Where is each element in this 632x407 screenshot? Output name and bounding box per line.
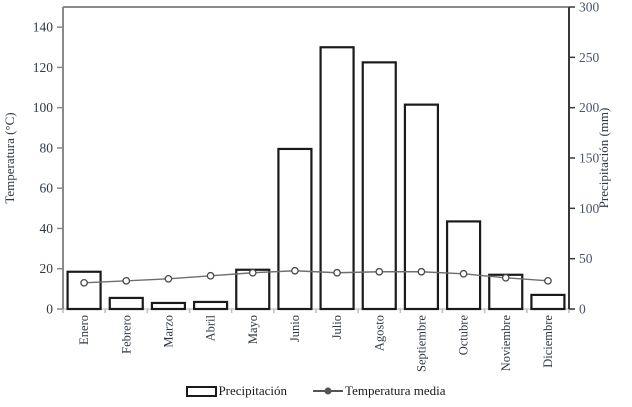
left-axis-tick-label: 100 [33,100,54,115]
right-axis-tick-label: 100 [579,201,600,216]
x-axis-label-marzo: Marzo [161,315,175,348]
temperature-marker-septiembre [417,267,426,276]
precipitation-bar-enero [66,270,102,311]
x-axis-label-diciembre: Diciembre [541,315,555,368]
temperature-marker-diciembre [544,276,552,285]
precipitation-bar-junio [277,147,313,311]
precipitation-bar-septiembre [403,103,440,311]
right-axis-tick-label: 150 [579,151,600,166]
temperature-marker-abril [206,271,215,280]
marker-dot-icon [324,387,332,395]
left-axis-tick-label: 40 [40,221,54,236]
temperature-marker-noviembre [501,273,510,282]
x-axis-label-octubre: Octubre [457,315,471,356]
left-axis-title: Temperatura (°C) [2,112,17,204]
chart-legend: Precipitación Temperatura media [0,383,632,399]
temperature-marker-febrero [122,276,131,285]
precipitation-bar-mayo [235,268,271,311]
bar-swatch-icon [186,385,218,397]
x-axis-label-febrero: Febrero [119,315,133,354]
right-axis-tick-label: 250 [579,50,600,65]
temperature-marker-julio [333,268,341,277]
x-axis-label-agosto: Agosto [372,315,386,351]
precipitation-bar-diciembre [530,293,566,311]
right-axis-tick-label: 200 [579,100,600,115]
line-marker-swatch-icon [313,387,344,395]
right-axis-title: Precipitación (mm) [596,107,611,209]
temperature-marker-octubre [459,269,468,278]
temperature-marker-marzo [164,274,173,283]
x-axis-label-junio: Junio [288,315,302,342]
x-axis-label-abril: Abril [204,314,218,341]
x-axis-label-enero: Enero [77,315,91,345]
temperature-marker-enero [80,278,88,287]
chart-plot-area: 0 20 40 60 80 100 120 140 0 50 100 150 200 250 300 Ener… [33,0,600,372]
x-axis-label-septiembre: Septiembre [414,315,428,372]
precipitation-bar-febrero [108,296,144,311]
left-axis-tick-label: 120 [33,60,54,75]
temperature-line [84,270,548,284]
precipitation-bar-julio [319,46,355,311]
temperature-marker-agosto [375,267,384,276]
precipitation-bar-abril [192,300,229,311]
temperature-marker-junio [291,266,299,275]
precipitation-bar-octubre [445,220,482,311]
legend-item-temperature: Temperatura media [313,383,446,399]
left-axis-tick-label: 0 [46,302,53,317]
left-axis-tick-label: 20 [40,261,54,276]
left-axis-tick-label: 60 [40,181,54,196]
right-axis-tick-label: 300 [579,0,600,15]
legend-item-precipitation: Precipitación [186,383,287,399]
right-axis-tick-label: 50 [579,251,593,266]
x-axis-label-noviembre: Noviembre [499,315,513,372]
precipitation-bar-marzo [150,301,187,311]
temperature-marker-mayo [248,268,257,277]
x-axis-label-mayo: Mayo [246,315,260,344]
precipitation-bar-agosto [361,61,397,311]
legend-label-temperature: Temperatura media [345,383,446,398]
left-axis-tick-label: 80 [40,140,54,155]
legend-label-precipitation: Precipitación [218,383,288,398]
x-axis-label-julio: Julio [330,315,344,339]
left-axis-tick-label: 140 [33,20,54,35]
right-axis-tick-label: 0 [579,302,586,317]
